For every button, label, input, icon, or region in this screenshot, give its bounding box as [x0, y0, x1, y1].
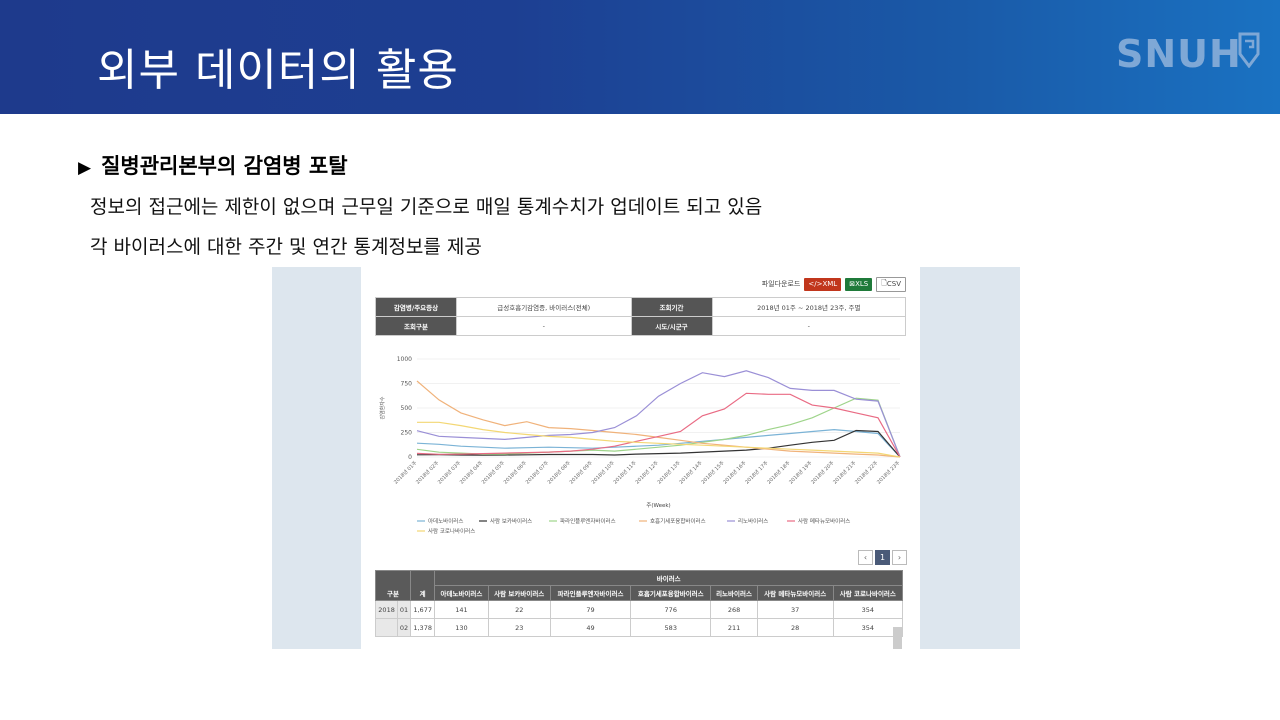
col-virus: 사람 코로나바이러스 [832, 585, 904, 601]
series-line [416, 397, 901, 458]
y-tick-label: 750 [401, 381, 413, 388]
section-heading: ▶ 질병관리본부의 감염병 포탈 [78, 150, 348, 180]
cell-week: 01 [397, 600, 411, 619]
col-virus: 호흡기세포융합바이러스 [630, 585, 712, 601]
cell-value: 268 [710, 600, 758, 619]
download-xml-button[interactable]: </> XML [804, 277, 842, 291]
current-page-button[interactable]: 1 [875, 550, 890, 565]
legend-item: 사람 보카바이러스 [490, 517, 532, 525]
snuh-logo: SNUH [1116, 32, 1242, 76]
portal-screenshot: 파일다운로드 </> XML ⊠ XLS 🗋 CSV 감염병/주요증상 급성호흡기… [361, 267, 920, 649]
table-scrollbar[interactable] [893, 627, 902, 649]
body-line-1: 정보의 접근에는 제한이 없으며 근무일 기준으로 매일 통계수치가 업데이트 … [90, 196, 763, 218]
cell-total: 1,677 [409, 600, 436, 619]
cell-value: 23 [487, 618, 551, 637]
slide-title: 외부 데이터의 활용 [97, 45, 459, 96]
cell-value: 49 [549, 618, 632, 637]
col-division: 구분 [375, 570, 411, 601]
x-axis-label: 주(Week) [646, 502, 670, 509]
xml-label: XML [822, 280, 838, 288]
cell-total: 1,378 [409, 618, 436, 637]
cell-value: 141 [434, 600, 489, 619]
cell-value: 37 [756, 600, 834, 619]
triangle-right-icon: ▶ [78, 158, 92, 178]
y-tick-label: 500 [401, 405, 413, 412]
cell-value: 79 [549, 600, 632, 619]
cell-value: 211 [710, 618, 758, 637]
snuh-emblem-icon [1238, 32, 1260, 68]
cell-value: 776 [630, 600, 712, 619]
excel-icon: ⊠ [849, 280, 856, 288]
series-line [416, 428, 901, 458]
code-icon: </> [808, 280, 823, 288]
series-line [416, 429, 901, 458]
filter-label: 조회구분 [375, 316, 457, 336]
legend-item: 아데노바이러스 [428, 517, 463, 525]
col-virus: 파라인플루엔자바이러스 [549, 585, 632, 601]
filter-value: 급성호흡기감염증, 바이러스(전체) [456, 297, 632, 317]
filter-label: 조회기간 [630, 297, 713, 317]
pagination: ‹ 1 › [858, 550, 907, 565]
y-tick-label: 250 [401, 430, 413, 437]
legend-item: 사람 메타뉴모바이러스 [798, 517, 850, 525]
file-icon: 🗋 [881, 278, 887, 287]
filter-value: 2018년 01주 ~ 2018년 23주, 주별 [711, 297, 907, 317]
cell-value: 28 [756, 618, 834, 637]
download-csv-button[interactable]: 🗋 CSV [876, 276, 906, 292]
legend-item: 호흡기세포융합바이러스 [650, 517, 706, 525]
download-xls-button[interactable]: ⊠ XLS [845, 277, 873, 291]
cell-value: 583 [630, 618, 712, 637]
csv-label: CSV [886, 280, 901, 288]
cell-value: 354 [832, 600, 904, 619]
stats-table: 구분 계 바이러스 아데노바이러스 사람 보카바이러스 파라인플루엔자바이러스 … [374, 570, 904, 637]
cell-week: 02 [397, 618, 411, 637]
body-line-2: 각 바이러스에 대한 주간 및 연간 통계정보를 제공 [90, 236, 482, 258]
series-line [416, 392, 901, 458]
cell-value: 22 [487, 600, 551, 619]
table-row: 2018 01 1,677 141 22 79 776 268 37 354 [374, 600, 904, 619]
series-line [416, 380, 901, 458]
prev-page-button[interactable]: ‹ [858, 550, 873, 565]
next-page-button[interactable]: › [892, 550, 907, 565]
col-virus: 아데노바이러스 [434, 585, 489, 601]
section-heading-text: 질병관리본부의 감염병 포탈 [101, 154, 348, 178]
download-row: 파일다운로드 </> XML ⊠ XLS 🗋 CSV [762, 276, 906, 292]
col-virus: 사람 보카바이러스 [487, 585, 551, 601]
download-label: 파일다운로드 [761, 280, 801, 288]
col-group-virus: 바이러스 [434, 570, 903, 586]
series-line [417, 421, 901, 458]
y-tick-label: 0 [408, 454, 412, 461]
legend-item: 파라인플루엔자바이러스 [560, 517, 616, 525]
col-virus: 사람 메타뉴모바이러스 [756, 585, 834, 601]
col-total: 계 [409, 570, 436, 601]
y-axis-label: 감염환자수 [379, 396, 386, 419]
filter-value: - [456, 316, 632, 336]
slide-header: 외부 데이터의 활용 SNUH [0, 0, 1280, 114]
table-row: 02 1,378 130 23 49 583 211 28 354 [374, 618, 904, 637]
y-tick-label: 1000 [397, 356, 412, 363]
cell-year [374, 618, 399, 637]
cell-year: 2018 [374, 600, 399, 619]
filter-label: 감염병/주요증상 [375, 297, 457, 317]
x-tick-label: 2018년 23주 [875, 459, 901, 485]
series-line [416, 370, 901, 458]
filter-value: - [711, 316, 907, 336]
xls-label: XLS [855, 280, 869, 288]
col-virus: 리노바이러스 [710, 585, 758, 601]
filter-table: 감염병/주요증상 급성호흡기감염증, 바이러스(전체) 조회기간 2018년 0… [375, 297, 907, 336]
legend-item: 리노바이러스 [738, 517, 768, 525]
legend-item: 사람 코로나바이러스 [428, 527, 475, 535]
cell-value: 130 [434, 618, 489, 637]
filter-label: 시도/시군구 [630, 316, 713, 336]
